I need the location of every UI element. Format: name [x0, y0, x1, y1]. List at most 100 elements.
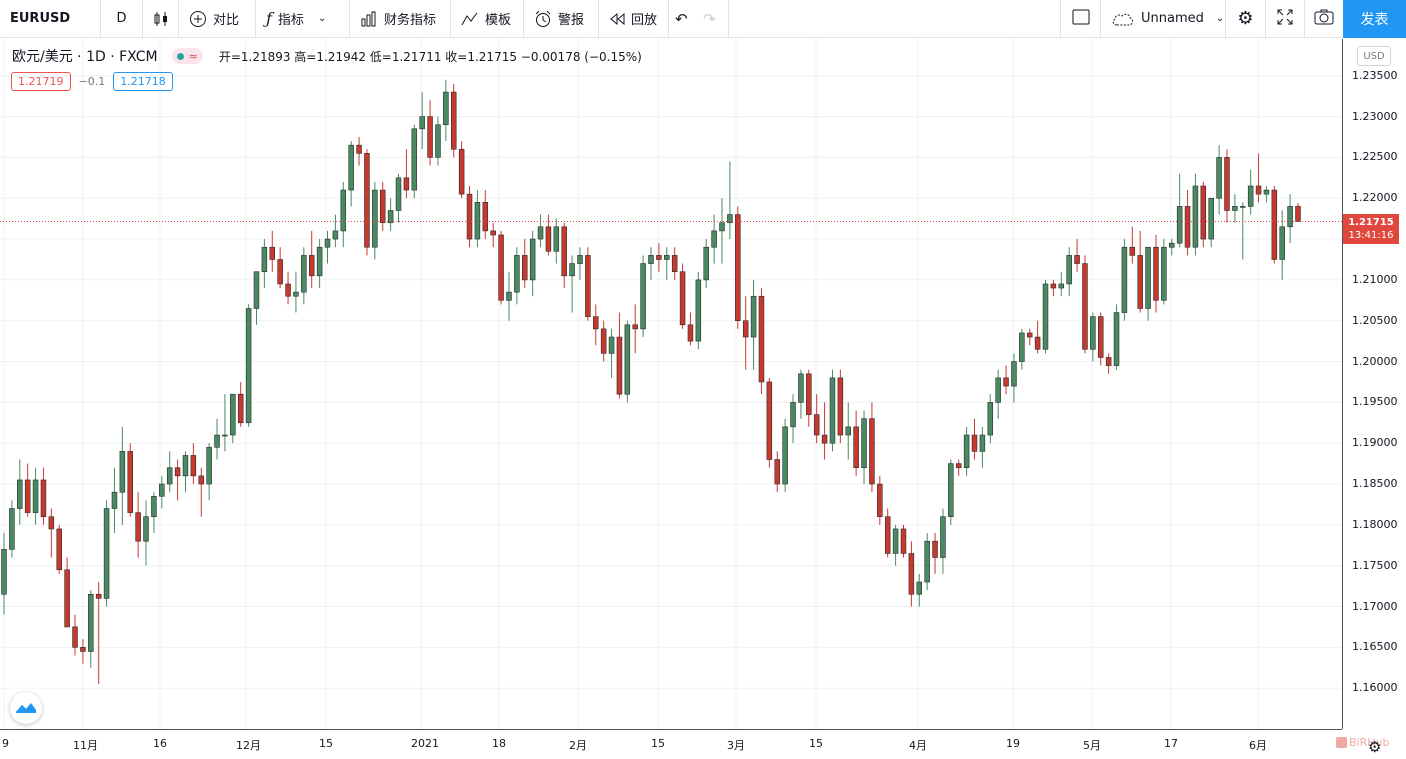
- interval-button[interactable]: D: [101, 0, 143, 38]
- price-axis[interactable]: 1.235001.230001.225001.220001.215001.210…: [1342, 39, 1406, 729]
- time-tick-label: 3月: [727, 739, 745, 752]
- tradingview-logo-button[interactable]: [10, 692, 42, 724]
- candle-body: [103, 508, 110, 599]
- candle: [750, 279, 757, 370]
- candle: [17, 459, 23, 525]
- candle-body: [1216, 157, 1222, 199]
- time-axis[interactable]: 9 11月 16 12月 15 2021 18 2月 15 3月 15 4月 19 5月 17 6月: [0, 729, 1342, 759]
- candle: [64, 557, 70, 628]
- candle: [1019, 328, 1025, 370]
- time-tick-label: 11月: [73, 739, 98, 752]
- candle: [166, 451, 173, 493]
- price-tick-label: 1.20500: [1352, 313, 1398, 327]
- financials-button[interactable]: 财务指标: [350, 0, 451, 38]
- candle: [1011, 353, 1017, 403]
- candle: [1113, 304, 1120, 370]
- layout-name: Unnamed: [1141, 11, 1204, 26]
- candle-body: [664, 255, 670, 260]
- symbol-search-button[interactable]: EURUSD: [0, 0, 101, 38]
- candle-body: [593, 316, 599, 330]
- price-tick-label: 1.23000: [1352, 109, 1398, 123]
- undo-button[interactable]: ↶: [669, 0, 697, 38]
- candle: [182, 451, 189, 493]
- indicators-button[interactable]: ƒ 指标 ⌄: [256, 0, 350, 38]
- candle: [316, 239, 323, 289]
- market-status-badge[interactable]: ≈: [171, 48, 203, 64]
- axis-settings-button[interactable]: ⚙: [1368, 737, 1381, 756]
- candle: [1184, 190, 1191, 256]
- candle: [88, 590, 94, 668]
- candle-body: [932, 540, 938, 558]
- candle: [1200, 181, 1207, 248]
- candle-body: [1287, 206, 1293, 228]
- candle: [1050, 279, 1057, 297]
- candle-body: [1026, 332, 1033, 338]
- ohlc-values: 开=1.21893 高=1.21942 低=1.21711 收=1.21715 …: [218, 49, 642, 64]
- bid-price[interactable]: 1.21719: [11, 72, 71, 91]
- candlestick-chart: [0, 39, 1342, 729]
- layout-menu-button[interactable]: Unnamed ⌄: [1101, 0, 1226, 38]
- candle-body: [569, 263, 575, 277]
- candle: [735, 206, 741, 329]
- candle-body: [301, 255, 307, 293]
- candle: [1074, 239, 1080, 272]
- candle-body: [198, 475, 205, 485]
- candle-body: [892, 528, 899, 554]
- time-tick-label: 18: [492, 737, 506, 750]
- redo-button[interactable]: ↷: [697, 0, 729, 38]
- settings-button[interactable]: ⚙: [1226, 0, 1266, 38]
- candle-body: [1003, 377, 1009, 387]
- candle-body: [1113, 312, 1120, 366]
- chart-type-button[interactable]: [143, 0, 179, 38]
- fullscreen-button[interactable]: [1266, 0, 1305, 38]
- fullscreen-layout-button[interactable]: [1061, 0, 1101, 38]
- candle: [861, 410, 867, 485]
- compare-button[interactable]: 对比: [179, 0, 256, 38]
- candle: [829, 369, 836, 452]
- candle-body: [182, 455, 189, 477]
- candle-body: [869, 418, 875, 485]
- snapshot-button[interactable]: [1305, 0, 1343, 38]
- candle: [261, 239, 268, 289]
- candle: [1090, 312, 1096, 362]
- alert-button[interactable]: 警报: [524, 0, 599, 38]
- candle: [48, 508, 55, 558]
- price-tick-label: 1.19000: [1352, 436, 1398, 450]
- candle: [537, 214, 544, 248]
- compare-label: 对比: [213, 13, 240, 28]
- candle-body: [277, 259, 283, 285]
- candle-body: [48, 516, 55, 530]
- candle: [9, 500, 15, 558]
- currency-selector[interactable]: USD: [1357, 46, 1391, 66]
- indicators-label: 指标: [277, 13, 304, 28]
- candle-body: [269, 246, 276, 260]
- candle: [474, 190, 481, 248]
- candle-body: [72, 626, 78, 648]
- price-tick-label: 1.16500: [1352, 640, 1398, 654]
- redo-icon: ↷: [703, 9, 716, 28]
- chart-pane[interactable]: [0, 39, 1342, 729]
- publish-button[interactable]: 发表: [1343, 0, 1406, 38]
- candle-body: [1137, 255, 1143, 309]
- ask-price[interactable]: 1.21718: [113, 72, 173, 91]
- candle-body: [616, 336, 623, 395]
- template-icon: [461, 11, 479, 27]
- candle-body: [1240, 206, 1246, 208]
- candle: [624, 320, 631, 403]
- candle: [435, 116, 441, 166]
- candle-body: [1121, 246, 1128, 313]
- candle-body: [1271, 189, 1278, 260]
- replay-button[interactable]: 回放: [599, 0, 669, 38]
- currency-label: USD: [1363, 50, 1385, 62]
- candle: [1263, 185, 1270, 203]
- candle-body: [1145, 246, 1151, 309]
- top-toolbar: EURUSD D 对比 ƒ 指标 ⌄ 财务指标 模板 警报 回放 ↶ ↷: [0, 0, 1406, 38]
- candle: [1240, 202, 1246, 260]
- candle: [119, 426, 126, 525]
- candle-body: [1, 549, 7, 595]
- candle: [237, 381, 244, 427]
- candle-body: [1074, 255, 1080, 264]
- candle-body: [230, 393, 236, 436]
- candle-body: [143, 516, 149, 542]
- templates-button[interactable]: 模板: [451, 0, 524, 38]
